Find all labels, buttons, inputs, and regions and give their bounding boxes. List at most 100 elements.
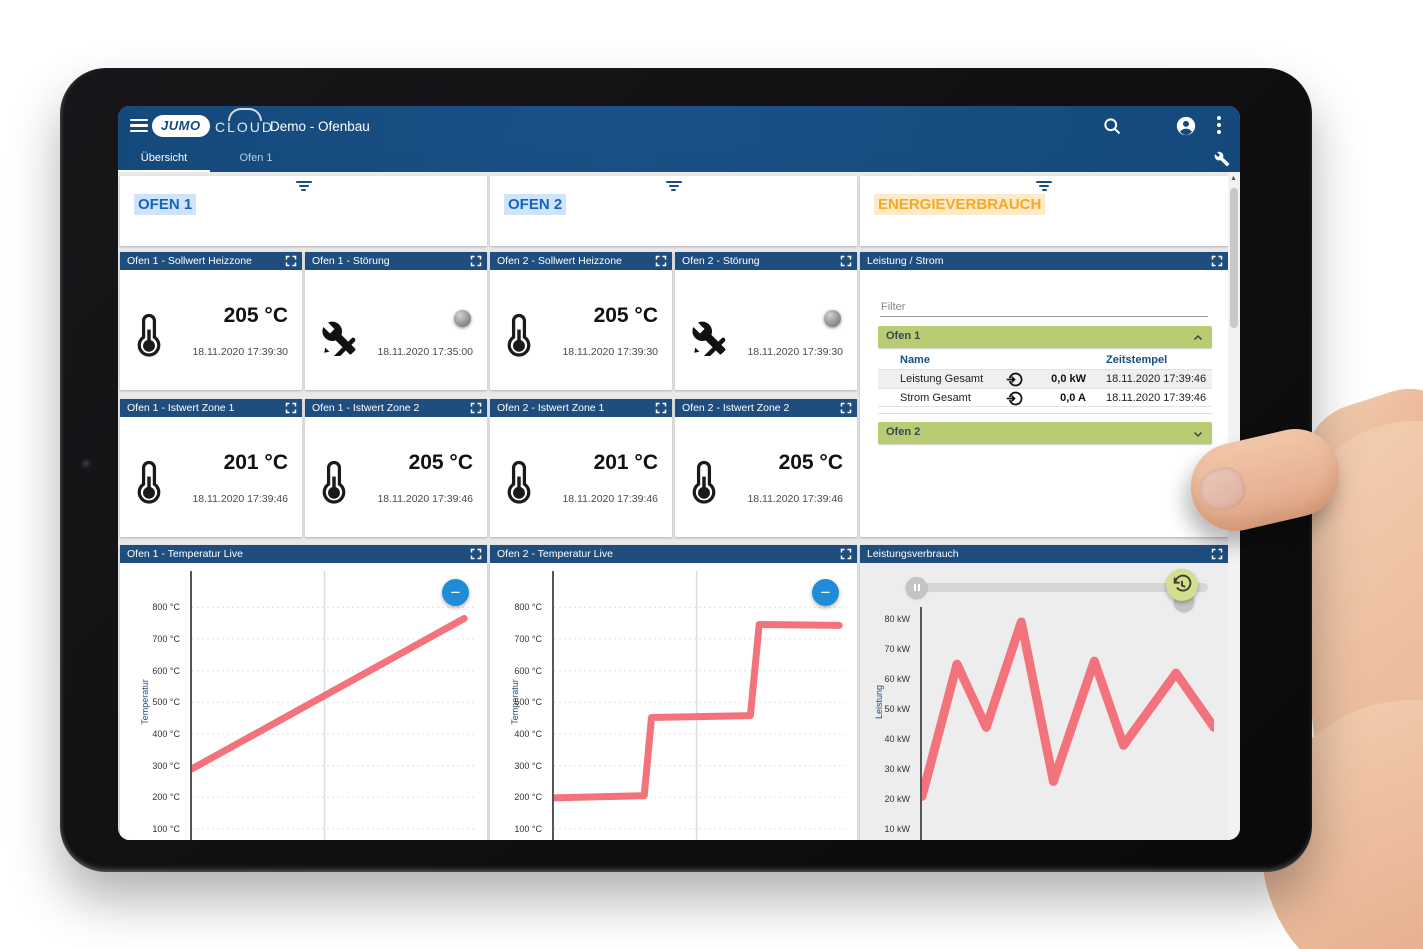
overflow-menu-icon[interactable]	[1216, 116, 1222, 136]
zoom-out-button[interactable]: −	[812, 579, 839, 606]
tools-icon	[321, 320, 357, 365]
thermometer-icon	[691, 459, 717, 505]
card-value: 205 °C	[778, 451, 843, 474]
card-header: Ofen 1 - Temperatur Live	[120, 545, 487, 563]
card-value: 205 °C	[408, 451, 473, 474]
section-energieverbrauch: ENERGIEVERBRAUCH	[860, 176, 1228, 246]
y-tick-label: 700 °C	[152, 634, 180, 645]
fullscreen-icon[interactable]	[655, 255, 667, 267]
accordion-ofen2[interactable]: Ofen 2	[878, 422, 1212, 444]
y-axis-ticks: 80 kW 70 kW 60 kW 50 kW 40 kW 30 kW 20 kW 10 kW	[860, 607, 920, 840]
fullscreen-icon[interactable]	[285, 402, 297, 414]
card-title: Ofen 2 - Temperatur Live	[497, 548, 613, 560]
y-tick-label: 80 kW	[884, 614, 910, 625]
line-chart[interactable]	[920, 607, 1214, 840]
wrench-icon[interactable]	[1214, 151, 1230, 167]
status-led	[824, 310, 841, 327]
y-axis-ticks: 800 °C 700 °C 600 °C 500 °C 400 °C 300 °C 200 …	[120, 571, 190, 840]
card-value: 205 °C	[593, 304, 658, 327]
filter-icon[interactable]	[295, 181, 313, 193]
fullscreen-icon[interactable]	[840, 402, 852, 414]
card-ofen2-istwert-zone2: Ofen 2 - Istwert Zone 2 205 °C 18.11.202…	[675, 399, 857, 537]
card-ofen1-sollwert: Ofen 1 - Sollwert Heizzone 205 °C 18.11.…	[120, 252, 302, 390]
app-bar: JUMO · CLOUD Demo - Ofenbau	[118, 106, 1240, 146]
chevron-up-icon	[1192, 331, 1204, 343]
card-value: 205 °C	[223, 304, 288, 327]
card-title: Ofen 2 - Istwert Zone 2	[682, 402, 790, 414]
row-value: 0,0 kW	[1051, 373, 1086, 385]
search-icon[interactable]	[1102, 116, 1122, 136]
scroll-up-icon[interactable]: ▲	[1230, 175, 1237, 182]
fullscreen-icon[interactable]	[655, 402, 667, 414]
card-header: Leistungsverbrauch	[860, 545, 1228, 563]
card-timestamp: 18.11.2020 17:39:46	[562, 493, 658, 505]
card-timestamp: 18.11.2020 17:35:00	[377, 346, 473, 358]
card-timestamp: 18.11.2020 17:39:30	[192, 346, 288, 358]
chart-card-leistungsverbrauch: Leistungsverbrauch Leistung 80 kW 70 kW 60	[860, 545, 1228, 840]
filter-icon[interactable]	[665, 181, 683, 193]
thermometer-icon	[506, 312, 532, 358]
fullscreen-icon[interactable]	[840, 255, 852, 267]
tab-ofen1[interactable]: Ofen 1	[239, 152, 273, 164]
row-name: Leistung Gesamt	[900, 373, 984, 385]
card-ofen1-istwert-zone1: Ofen 1 - Istwert Zone 1 201 °C 18.11.202…	[120, 399, 302, 537]
card-ofen2-istwert-zone1: Ofen 2 - Istwert Zone 1 201 °C 18.11.202…	[490, 399, 672, 537]
section-label: OFEN 2	[504, 194, 567, 215]
chart-area: Temperatur 800 °C 700 °C 600 °C 500 °C 400 °…	[490, 563, 857, 840]
y-tick-label: 200 °C	[514, 792, 542, 803]
y-tick-label: 500 °C	[514, 697, 542, 708]
chevron-down-icon	[1192, 427, 1204, 439]
card-header: Ofen 2 - Istwert Zone 1	[490, 399, 672, 417]
card-body: 205 °C 18.11.2020 17:39:30	[120, 270, 302, 390]
tablet-bezel: JUMO · CLOUD Demo - Ofenbau	[60, 68, 1312, 872]
card-header: Ofen 2 - Istwert Zone 2	[675, 399, 857, 417]
zoom-out-button[interactable]: −	[442, 579, 469, 606]
card-title: Ofen 1 - Istwert Zone 2	[312, 402, 420, 414]
line-chart[interactable]	[190, 571, 477, 840]
accordion-label: Ofen 2	[886, 426, 921, 438]
fullscreen-icon[interactable]	[285, 255, 297, 267]
accordion-ofen1[interactable]: Ofen 1	[878, 326, 1212, 348]
thermometer-icon	[136, 459, 162, 505]
y-tick-label: 60 kW	[884, 674, 910, 685]
card-title: Ofen 1 - Temperatur Live	[127, 548, 243, 560]
history-button[interactable]	[1166, 569, 1198, 601]
fullscreen-icon[interactable]	[470, 255, 482, 267]
card-body: 201 °C 18.11.2020 17:39:46	[490, 417, 672, 537]
fullscreen-icon[interactable]	[840, 548, 852, 560]
y-tick-label: 700 °C	[514, 634, 542, 645]
card-body: 201 °C 18.11.2020 17:39:46	[120, 417, 302, 537]
section-label: OFEN 1	[134, 194, 197, 215]
table-row[interactable]: Leistung Gesamt 0,0 kW 18.11.2020 17:39:…	[878, 369, 1212, 388]
card-title: Leistung / Strom	[867, 255, 944, 267]
filter-icon[interactable]	[1035, 181, 1053, 193]
fullscreen-icon[interactable]	[470, 402, 482, 414]
line-chart[interactable]	[552, 571, 845, 840]
table-row[interactable]: Strom Gesamt 0,0 A 18.11.2020 17:39:46	[878, 388, 1212, 407]
account-icon[interactable]	[1176, 116, 1196, 136]
fullscreen-icon[interactable]	[470, 548, 482, 560]
y-tick-label: 400 °C	[152, 728, 180, 739]
slider-handle-left[interactable]	[906, 577, 927, 598]
menu-icon[interactable]	[130, 119, 148, 133]
time-range-slider[interactable]	[915, 583, 1208, 592]
power-table: Name Zeitstempel Leistung Gesamt 0,0 kW …	[878, 354, 1212, 407]
card-title: Ofen 1 - Störung	[312, 255, 390, 267]
card-ofen2-sollwert: Ofen 2 - Sollwert Heizzone 205 °C 18.11.…	[490, 252, 672, 390]
fullscreen-icon[interactable]	[1211, 255, 1223, 267]
cloud-wordmark: CLOUD	[215, 119, 275, 135]
card-body: Ofen 1 Name Zeitstempel Leistung Gesamt	[860, 270, 1228, 537]
card-body: 205 °C 18.11.2020 17:39:46	[675, 417, 857, 537]
card-value: 201 °C	[223, 451, 288, 474]
section-ofen1: OFEN 1	[120, 176, 487, 246]
filter-input[interactable]	[880, 298, 1208, 317]
tab-uebersicht[interactable]: Übersicht	[118, 146, 210, 172]
fullscreen-icon[interactable]	[1211, 548, 1223, 560]
scrollbar-thumb[interactable]	[1230, 188, 1238, 328]
cloud-arc-icon	[228, 108, 262, 121]
card-header: Ofen 1 - Istwert Zone 1	[120, 399, 302, 417]
row-value: 0,0 A	[1060, 392, 1086, 404]
thermometer-icon	[136, 312, 162, 358]
card-timestamp: 18.11.2020 17:39:46	[747, 493, 843, 505]
